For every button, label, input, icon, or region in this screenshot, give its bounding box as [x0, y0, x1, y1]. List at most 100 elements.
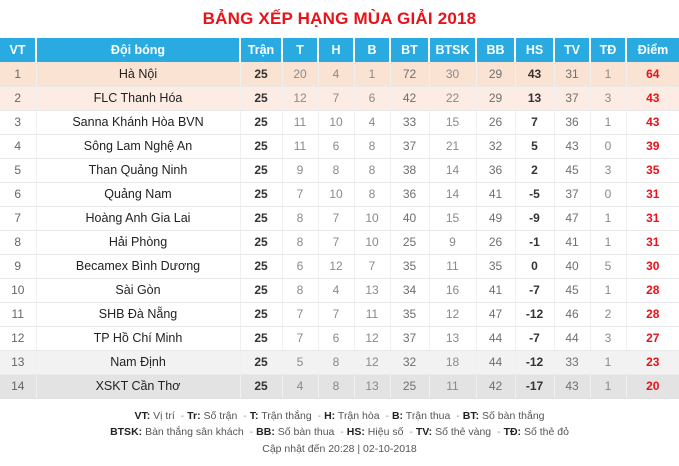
table-row: 10 Sài Gòn 25 8 4 13 34 16 41 -7 45 1 28: [0, 278, 679, 303]
legend-description: Số bàn thắng: [479, 409, 545, 422]
cell-team-name: Quảng Nam: [36, 182, 241, 207]
cell-yellow-cards: 31: [554, 62, 591, 87]
legend-abbr: HS:: [346, 425, 365, 438]
legend-abbr: BT:: [462, 409, 480, 422]
table-row: 14 XSKT Cần Thơ 25 4 8 13 25 11 42 -17 43 1 20: [0, 374, 679, 399]
cell-goals-against: 47: [476, 302, 516, 327]
cell-goal-difference: -12: [515, 350, 555, 375]
cell-lost: 6: [354, 86, 391, 111]
legend: VT: Vị trí - Tr: Số trận - T: Trận thắng -…: [0, 408, 679, 457]
cell-goal-difference: -9: [515, 206, 555, 231]
cell-drawn: 4: [318, 62, 355, 87]
cell-played: 25: [240, 62, 283, 87]
cell-played: 25: [240, 206, 283, 231]
col-header-btsk: BTSK: [429, 38, 477, 62]
table-row: 12 TP Hồ Chí Minh 25 7 6 12 37 13 44 -7 44 3 27: [0, 326, 679, 351]
legend-abbr: T:: [249, 409, 259, 422]
cell-goals-for: 32: [390, 350, 430, 375]
cell-points: 31: [626, 182, 679, 207]
table-body: 1 Hà Nội 25 20 4 1 72 30 29 43 31 1 64 2 FLC Thanh Hóa…: [0, 62, 679, 399]
cell-drawn: 8: [318, 350, 355, 375]
table-row: 3 Sanna Khánh Hòa BVN 25 11 10 4 33 15 26 7 36 1 43: [0, 110, 679, 135]
cell-goals-for: 33: [390, 110, 430, 135]
cell-red-cards: 3: [590, 326, 627, 351]
cell-played: 25: [240, 86, 283, 111]
legend-updated: Cập nhật đến 20:28 | 02-10-2018: [262, 442, 417, 455]
col-header-h: H: [318, 38, 355, 62]
cell-position: 5: [0, 158, 37, 183]
legend-separator: -: [180, 409, 185, 422]
cell-red-cards: 1: [590, 62, 627, 87]
table-row: 7 Hoàng Anh Gia Lai 25 8 7 10 40 15 49 -9 47 1 31: [0, 206, 679, 231]
cell-position: 3: [0, 110, 37, 135]
cell-won: 20: [282, 62, 319, 87]
cell-goal-difference: -7: [515, 326, 555, 351]
cell-goals-against: 35: [476, 254, 516, 279]
cell-points: 27: [626, 326, 679, 351]
cell-goals-for: 37: [390, 134, 430, 159]
cell-won: 12: [282, 86, 319, 111]
cell-won: 8: [282, 278, 319, 303]
cell-red-cards: 1: [590, 374, 627, 399]
legend-separator: -: [340, 425, 344, 438]
legend-line-2: BTSK: Bàn thắng sân khách - BB: Số bàn th…: [0, 424, 679, 440]
legend-description: Số bàn thua: [274, 425, 338, 438]
legend-separator: -: [497, 425, 501, 438]
cell-played: 25: [240, 302, 283, 327]
cell-won: 5: [282, 350, 319, 375]
cell-team-name: Sài Gòn: [36, 278, 241, 303]
legend-description: Trận thua: [403, 409, 454, 422]
legend-separator: -: [317, 409, 322, 422]
cell-away-goals: 22: [429, 86, 477, 111]
cell-goal-difference: 43: [515, 62, 555, 87]
cell-away-goals: 30: [429, 62, 477, 87]
cell-red-cards: 2: [590, 302, 627, 327]
cell-played: 25: [240, 182, 283, 207]
cell-away-goals: 15: [429, 206, 477, 231]
col-header-team: Đội bóng: [36, 38, 241, 62]
cell-red-cards: 5: [590, 254, 627, 279]
cell-won: 11: [282, 110, 319, 135]
legend-description: Bàn thắng sân khách: [142, 425, 247, 438]
cell-drawn: 7: [318, 302, 355, 327]
cell-goal-difference: -5: [515, 182, 555, 207]
cell-points: 43: [626, 110, 679, 135]
cell-drawn: 6: [318, 134, 355, 159]
cell-red-cards: 0: [590, 134, 627, 159]
col-header-vt: VT: [0, 38, 37, 62]
cell-team-name: Sanna Khánh Hòa BVN: [36, 110, 241, 135]
table-row: 4 Sông Lam Nghệ An 25 11 6 8 37 21 32 5 43 0 39: [0, 134, 679, 159]
cell-goals-against: 44: [476, 350, 516, 375]
cell-drawn: 7: [318, 206, 355, 231]
col-header-t: T: [282, 38, 319, 62]
cell-away-goals: 21: [429, 134, 477, 159]
cell-away-goals: 11: [429, 374, 477, 399]
table-row: 8 Hải Phòng 25 8 7 10 25 9 26 -1 41 1 31: [0, 230, 679, 255]
cell-lost: 13: [354, 278, 391, 303]
cell-away-goals: 12: [429, 302, 477, 327]
cell-played: 25: [240, 350, 283, 375]
cell-red-cards: 3: [590, 86, 627, 111]
legend-separator: -: [456, 409, 460, 422]
cell-position: 8: [0, 230, 37, 255]
cell-team-name: XSKT Cần Thơ: [36, 374, 241, 399]
cell-position: 1: [0, 62, 37, 87]
cell-goals-for: 35: [390, 254, 430, 279]
cell-goal-difference: 2: [515, 158, 555, 183]
cell-drawn: 10: [318, 110, 355, 135]
cell-red-cards: 1: [590, 350, 627, 375]
cell-won: 7: [282, 182, 319, 207]
cell-goals-against: 36: [476, 158, 516, 183]
cell-away-goals: 18: [429, 350, 477, 375]
cell-goals-for: 42: [390, 86, 430, 111]
cell-red-cards: 1: [590, 230, 627, 255]
table-row: 1 Hà Nội 25 20 4 1 72 30 29 43 31 1 64: [0, 62, 679, 87]
cell-team-name: SHB Đà Nẵng: [36, 302, 241, 327]
cell-goals-for: 72: [390, 62, 430, 87]
table-row: 6 Quảng Nam 25 7 10 8 36 14 41 -5 37 0 31: [0, 182, 679, 207]
col-header-tv: TV: [554, 38, 591, 62]
cell-goal-difference: 0: [515, 254, 555, 279]
cell-drawn: 6: [318, 326, 355, 351]
cell-played: 25: [240, 278, 283, 303]
cell-team-name: Hà Nội: [36, 62, 241, 87]
